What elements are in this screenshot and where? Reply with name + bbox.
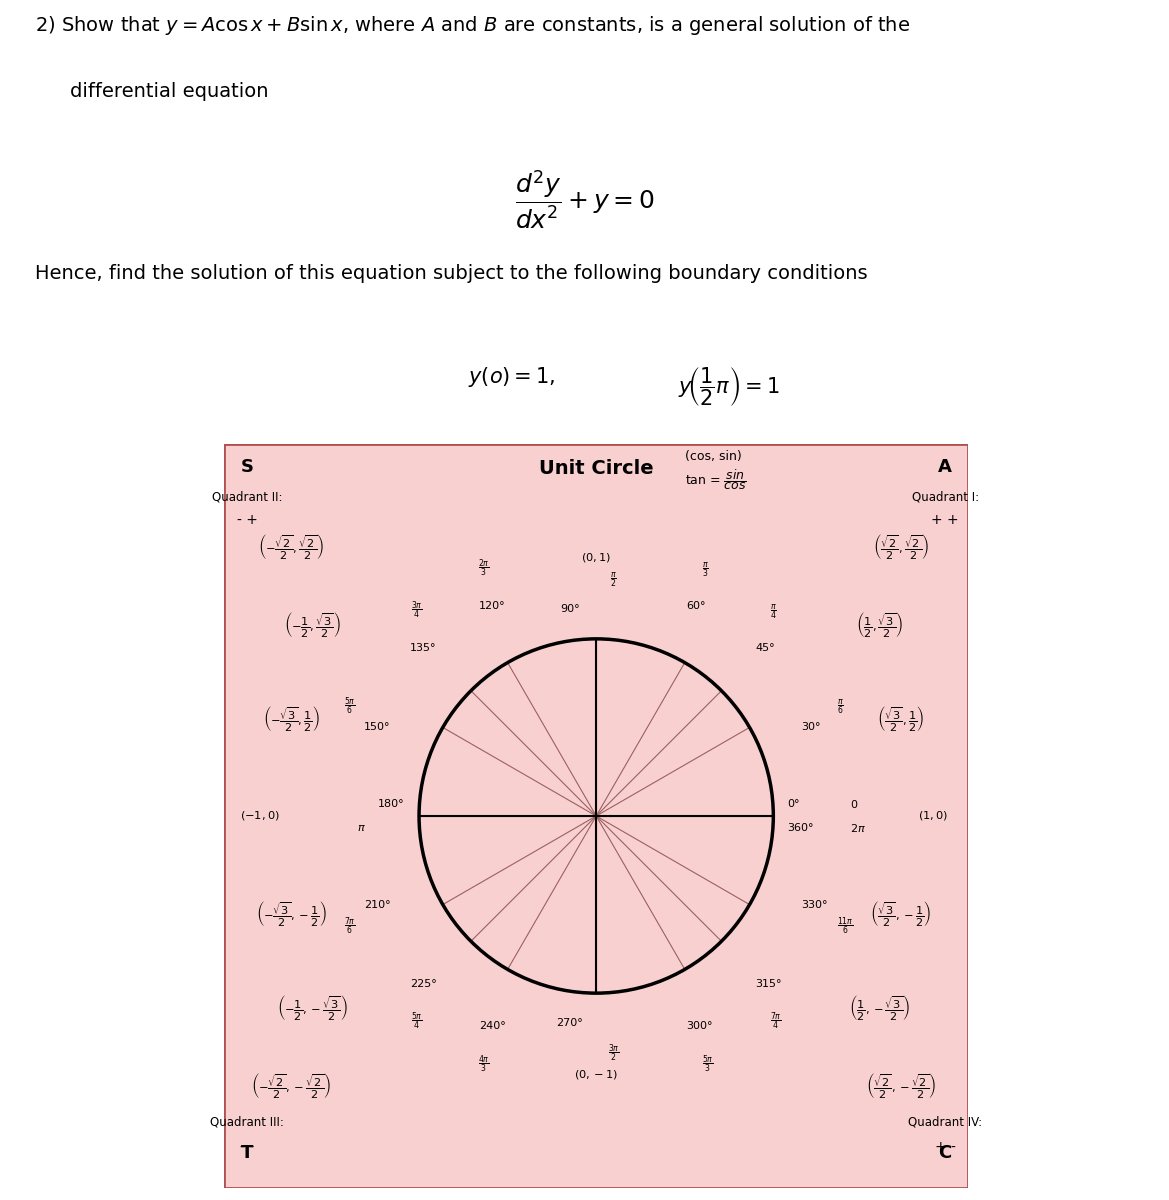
Text: $\frac{7\pi}{4}$: $\frac{7\pi}{4}$	[770, 1010, 782, 1032]
Text: Quadrant I:: Quadrant I:	[912, 491, 978, 504]
Text: differential equation: differential equation	[70, 82, 269, 101]
Text: $\left(\dfrac{1}{2},\dfrac{\sqrt{3}}{2}\right)$: $\left(\dfrac{1}{2},\dfrac{\sqrt{3}}{2}\…	[856, 610, 904, 640]
Text: Quadrant II:: Quadrant II:	[212, 491, 283, 504]
Text: $\frac{\pi}{3}$: $\frac{\pi}{3}$	[703, 559, 710, 578]
Text: $(0, -1)$: $(0, -1)$	[574, 1068, 618, 1080]
Text: $\frac{4\pi}{3}$: $\frac{4\pi}{3}$	[478, 1054, 490, 1075]
Text: $\left(\dfrac{\sqrt{2}}{2},\dfrac{\sqrt{2}}{2}\right)$: $\left(\dfrac{\sqrt{2}}{2},\dfrac{\sqrt{…	[872, 533, 929, 562]
Text: (cos, sin): (cos, sin)	[685, 450, 741, 463]
Text: $\frac{\pi}{2}$: $\frac{\pi}{2}$	[610, 570, 617, 589]
Text: $\left(-\dfrac{1}{2},\dfrac{\sqrt{3}}{2}\right)$: $\left(-\dfrac{1}{2},\dfrac{\sqrt{3}}{2}…	[284, 610, 341, 640]
Text: Hence, find the solution of this equation subject to the following boundary cond: Hence, find the solution of this equatio…	[35, 264, 867, 283]
Text: $\dfrac{d^2y}{dx^2} + y = 0$: $\dfrac{d^2y}{dx^2} + y = 0$	[514, 169, 655, 232]
Text: A: A	[939, 458, 952, 476]
Text: 60°: 60°	[686, 600, 706, 611]
Text: T: T	[241, 1144, 254, 1162]
Text: $\left(-\dfrac{\sqrt{2}}{2},\dfrac{\sqrt{2}}{2}\right)$: $\left(-\dfrac{\sqrt{2}}{2},\dfrac{\sqrt…	[258, 533, 325, 562]
Text: $\frac{5\pi}{4}$: $\frac{5\pi}{4}$	[410, 1010, 422, 1032]
Text: $\frac{\pi}{6}$: $\frac{\pi}{6}$	[837, 697, 844, 715]
Text: 225°: 225°	[410, 979, 437, 989]
Text: $\left(\dfrac{\sqrt{3}}{2},\dfrac{1}{2}\right)$: $\left(\dfrac{\sqrt{3}}{2},\dfrac{1}{2}\…	[877, 704, 925, 733]
Text: 45°: 45°	[755, 643, 775, 653]
Text: $0$: $0$	[850, 798, 858, 810]
Text: 360°: 360°	[788, 823, 814, 833]
Text: $\left(-\dfrac{1}{2},-\dfrac{\sqrt{3}}{2}\right)$: $\left(-\dfrac{1}{2},-\dfrac{\sqrt{3}}{2…	[277, 992, 348, 1022]
Text: $\left(-\dfrac{\sqrt{3}}{2},\dfrac{1}{2}\right)$: $\left(-\dfrac{\sqrt{3}}{2},\dfrac{1}{2}…	[263, 704, 320, 733]
Text: + -: + -	[935, 1140, 955, 1154]
Text: $\frac{2\pi}{3}$: $\frac{2\pi}{3}$	[478, 557, 490, 578]
Text: 330°: 330°	[802, 900, 828, 910]
Text: Quadrant IV:: Quadrant IV:	[908, 1116, 982, 1129]
Text: $(-1, 0)$: $(-1, 0)$	[240, 810, 279, 822]
Text: 2) Show that $y = A\cos x + B\sin x$, where $A$ and $B$ are constants, is a gene: 2) Show that $y = A\cos x + B\sin x$, wh…	[35, 13, 911, 37]
Text: 0°: 0°	[788, 799, 800, 809]
Text: $\left(\dfrac{1}{2},-\dfrac{\sqrt{3}}{2}\right)$: $\left(\dfrac{1}{2},-\dfrac{\sqrt{3}}{2}…	[849, 992, 911, 1022]
Text: tan = $\dfrac{sin}{cos}$: tan = $\dfrac{sin}{cos}$	[685, 467, 747, 492]
Text: $\frac{11\pi}{6}$: $\frac{11\pi}{6}$	[837, 916, 853, 936]
Text: 210°: 210°	[364, 900, 390, 910]
Text: 120°: 120°	[479, 600, 506, 611]
Text: $y(o) = 1,$: $y(o) = 1,$	[468, 365, 555, 389]
Text: $2\pi$: $2\pi$	[850, 822, 865, 834]
Text: $(1, 0)$: $(1, 0)$	[918, 810, 948, 822]
Text: $\left(-\dfrac{\sqrt{2}}{2},-\dfrac{\sqrt{2}}{2}\right)$: $\left(-\dfrac{\sqrt{2}}{2},-\dfrac{\sqr…	[251, 1070, 332, 1099]
Text: 135°: 135°	[410, 643, 437, 653]
Text: S: S	[241, 458, 254, 476]
Text: $\pi$: $\pi$	[357, 823, 366, 833]
Text: - -: - -	[240, 1140, 255, 1154]
Text: 270°: 270°	[556, 1018, 583, 1028]
FancyBboxPatch shape	[224, 444, 968, 1188]
Text: 315°: 315°	[755, 979, 782, 989]
Text: $\frac{5\pi}{3}$: $\frac{5\pi}{3}$	[703, 1054, 714, 1075]
Text: $\frac{3\pi}{4}$: $\frac{3\pi}{4}$	[410, 600, 422, 622]
Text: C: C	[939, 1144, 952, 1162]
Text: Quadrant III:: Quadrant III:	[210, 1116, 284, 1129]
Text: 240°: 240°	[479, 1021, 506, 1032]
Text: $\frac{3\pi}{2}$: $\frac{3\pi}{2}$	[608, 1043, 620, 1064]
Text: $\left(-\dfrac{\sqrt{3}}{2},-\dfrac{1}{2}\right)$: $\left(-\dfrac{\sqrt{3}}{2},-\dfrac{1}{2…	[256, 899, 327, 928]
Text: 180°: 180°	[379, 799, 404, 809]
Text: 150°: 150°	[365, 722, 390, 732]
Text: + +: + +	[932, 514, 959, 527]
Text: Unit Circle: Unit Circle	[539, 460, 653, 479]
Text: 300°: 300°	[686, 1021, 713, 1032]
Text: $y\!\left(\dfrac{1}{2}\pi\right) = 1$: $y\!\left(\dfrac{1}{2}\pi\right) = 1$	[678, 365, 780, 408]
Text: $\left(\dfrac{\sqrt{3}}{2},-\dfrac{1}{2}\right)$: $\left(\dfrac{\sqrt{3}}{2},-\dfrac{1}{2}…	[870, 899, 932, 928]
Text: $(0, 1)$: $(0, 1)$	[581, 552, 611, 564]
Text: $\frac{\pi}{4}$: $\frac{\pi}{4}$	[770, 602, 776, 622]
Text: 90°: 90°	[560, 604, 580, 614]
Text: - +: - +	[237, 514, 257, 527]
Text: $\frac{5\pi}{6}$: $\frac{5\pi}{6}$	[344, 696, 355, 716]
Text: $\frac{7\pi}{6}$: $\frac{7\pi}{6}$	[344, 916, 355, 936]
Text: 30°: 30°	[802, 722, 821, 732]
Text: $\left(\dfrac{\sqrt{2}}{2},-\dfrac{\sqrt{2}}{2}\right)$: $\left(\dfrac{\sqrt{2}}{2},-\dfrac{\sqrt…	[865, 1070, 936, 1099]
